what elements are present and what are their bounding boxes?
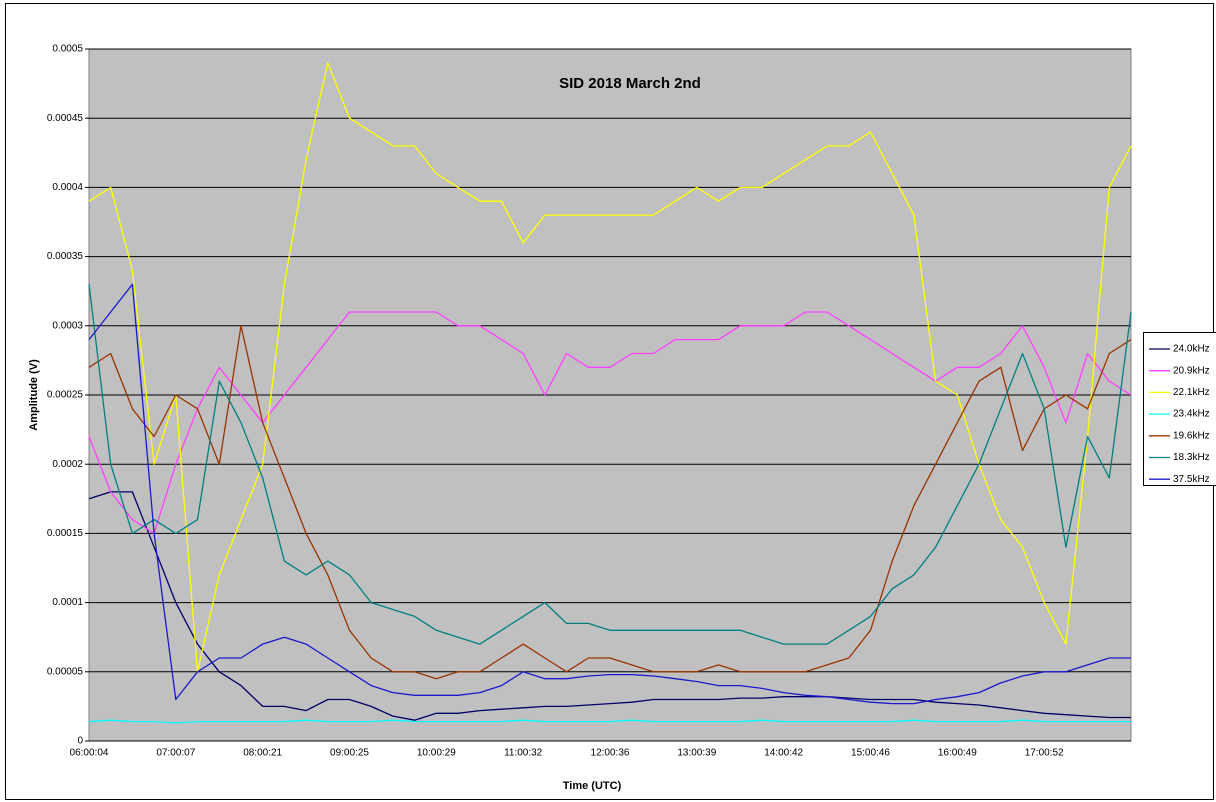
series-line (88, 325, 1132, 680)
series-line (88, 283, 1131, 705)
y-tick-label: 0.0001 (52, 597, 83, 608)
series-line (88, 719, 1131, 724)
legend-label: 20.9kHz (1173, 365, 1210, 376)
x-tick-label: 09:00:25 (330, 748, 369, 759)
x-tick-label: 11:00:32 (504, 748, 543, 759)
series-lines (88, 62, 1132, 724)
legend-label: 22.1kHz (1173, 387, 1210, 398)
grid (85, 48, 1131, 742)
y-axis-label: Amplitude (V) (28, 359, 40, 431)
y-tick-label: 0.00015 (47, 528, 84, 539)
y-tick-label: 0.0005 (52, 44, 83, 55)
series-line (88, 491, 1131, 721)
x-tick-label: 17:00:52 (1025, 748, 1064, 759)
x-axis-label: Time (UTC) (563, 780, 622, 792)
y-tick-label: 0 (77, 736, 83, 747)
x-tick-label: 16:00:49 (938, 748, 977, 759)
legend-label: 18.3kHz (1173, 452, 1210, 463)
x-tick-label: 10:00:29 (417, 748, 456, 759)
legend-box (1143, 332, 1216, 486)
y-tick-label: 0.0003 (52, 320, 83, 331)
legend-label: 37.5kHz (1173, 474, 1210, 485)
x-tick-label: 06:00:04 (70, 748, 109, 759)
y-tick-label: 0.00035 (47, 251, 84, 262)
y-tick-label: 0.00005 (47, 666, 84, 677)
legend-label: 24.0kHz (1173, 344, 1210, 355)
legend-label: 19.6kHz (1173, 430, 1210, 441)
x-tick-label: 08:00:21 (243, 748, 282, 759)
chart-title: SID 2018 March 2nd (559, 75, 701, 92)
x-tick-label: 12:00:36 (591, 748, 630, 759)
series-line (88, 62, 1132, 673)
y-tick-label: 0.00045 (47, 113, 84, 124)
series-line (88, 284, 1132, 645)
legend: 24.0kHz 20.9kHz 22.1kHz 23.4kHz 19.6kHz 18.3k… (1143, 332, 1216, 486)
x-tick-label: 15:00:46 (851, 748, 890, 759)
x-tick-label: 07:00:07 (156, 748, 195, 759)
y-tick-label: 0.0002 (52, 459, 83, 470)
x-tick-label: 13:00:39 (677, 748, 716, 759)
x-tick-label: 14:00:42 (764, 748, 803, 759)
legend-label: 23.4kHz (1173, 409, 1210, 420)
y-tick-label: 0.00025 (47, 390, 84, 401)
y-tick-label: 0.0004 (52, 182, 83, 193)
